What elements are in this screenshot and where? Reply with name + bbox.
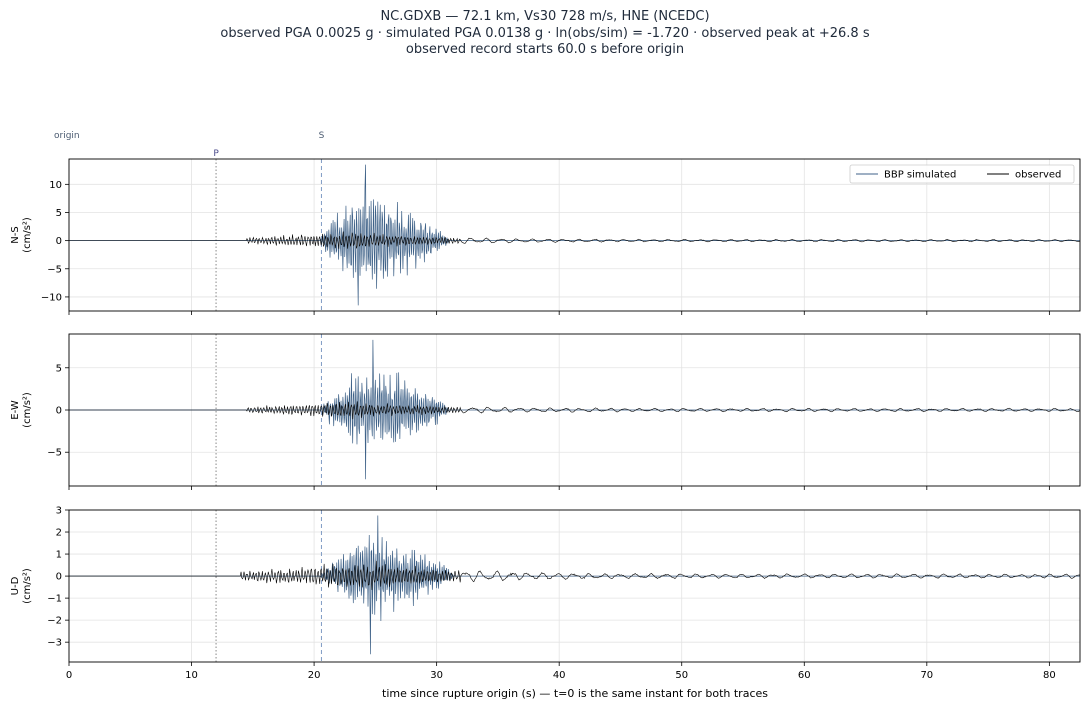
y-tick-label: 0 [56, 406, 62, 417]
y-axis-label-unit: (cm/s²) [22, 392, 33, 428]
y-tick-label: −2 [47, 616, 62, 627]
panel-frame [68, 333, 1081, 487]
x-tick-label: 80 [1043, 670, 1056, 681]
y-tick-label: 3 [56, 506, 62, 517]
x-tick-label: 0 [66, 670, 72, 681]
y-axis-label-component: U-D [10, 576, 21, 595]
x-tick-label: 30 [430, 670, 443, 681]
legend-entry: observed [1015, 170, 1061, 181]
y-tick-label: 10 [49, 180, 62, 191]
y-tick-label: −1 [47, 594, 62, 605]
y-tick-label: 2 [56, 528, 62, 539]
x-tick-label: 50 [675, 670, 688, 681]
y-tick-label: 1 [56, 550, 62, 561]
y-tick-label: 5 [56, 208, 62, 219]
legend-frame [849, 164, 1075, 184]
chart-title-line2: observed PGA 0.0025 g · simulated PGA 0.… [220, 26, 869, 41]
legend-entry: BBP simulated [884, 170, 956, 181]
x-axis-label: time since rupture origin (s) — t=0 is t… [382, 687, 768, 700]
panel-e-w: −5 0 5 E-W (cm/s²) [10, 333, 1081, 490]
observed-trace [69, 560, 1080, 591]
x-tick-label: 20 [308, 670, 321, 681]
chart-title-line1: NC.GDXB — 72.1 km, Vs30 728 m/s, HNE (NC… [380, 9, 709, 24]
chart-title-line3: observed record starts 60.0 s before ori… [406, 42, 684, 57]
y-tick-label: 0 [56, 236, 62, 247]
phase-label-s: S [319, 131, 325, 141]
panel-n-s: −10 −5 0 5 10 N-S (cm/s²) [10, 158, 1081, 315]
simulated-trace [69, 164, 1080, 306]
phase-label-origin: origin [54, 131, 80, 141]
x-tick-label: 40 [553, 670, 566, 681]
y-tick-label: −5 [47, 448, 62, 459]
observed-trace [69, 401, 1080, 420]
panel-frame [68, 509, 1081, 663]
panel-frame [68, 158, 1081, 312]
y-tick-label: 5 [56, 363, 62, 374]
legend: BBP simulated observed [849, 164, 1075, 184]
y-tick-label: −5 [47, 264, 62, 275]
y-axis-label-unit: (cm/s²) [22, 217, 33, 253]
x-tick-label: 10 [185, 670, 198, 681]
simulated-trace [69, 515, 1080, 655]
y-axis-label-unit: (cm/s²) [22, 568, 33, 604]
y-axis-label-component: E-W [10, 400, 21, 420]
observed-trace [69, 231, 1080, 249]
y-tick-label: −10 [41, 292, 62, 303]
y-axis-label-component: N-S [10, 226, 21, 243]
x-tick-label: 60 [798, 670, 811, 681]
phase-label-p: P [213, 149, 219, 159]
x-tick-label: 70 [920, 670, 933, 681]
y-tick-label: 0 [56, 572, 62, 583]
y-tick-label: −3 [47, 638, 62, 649]
